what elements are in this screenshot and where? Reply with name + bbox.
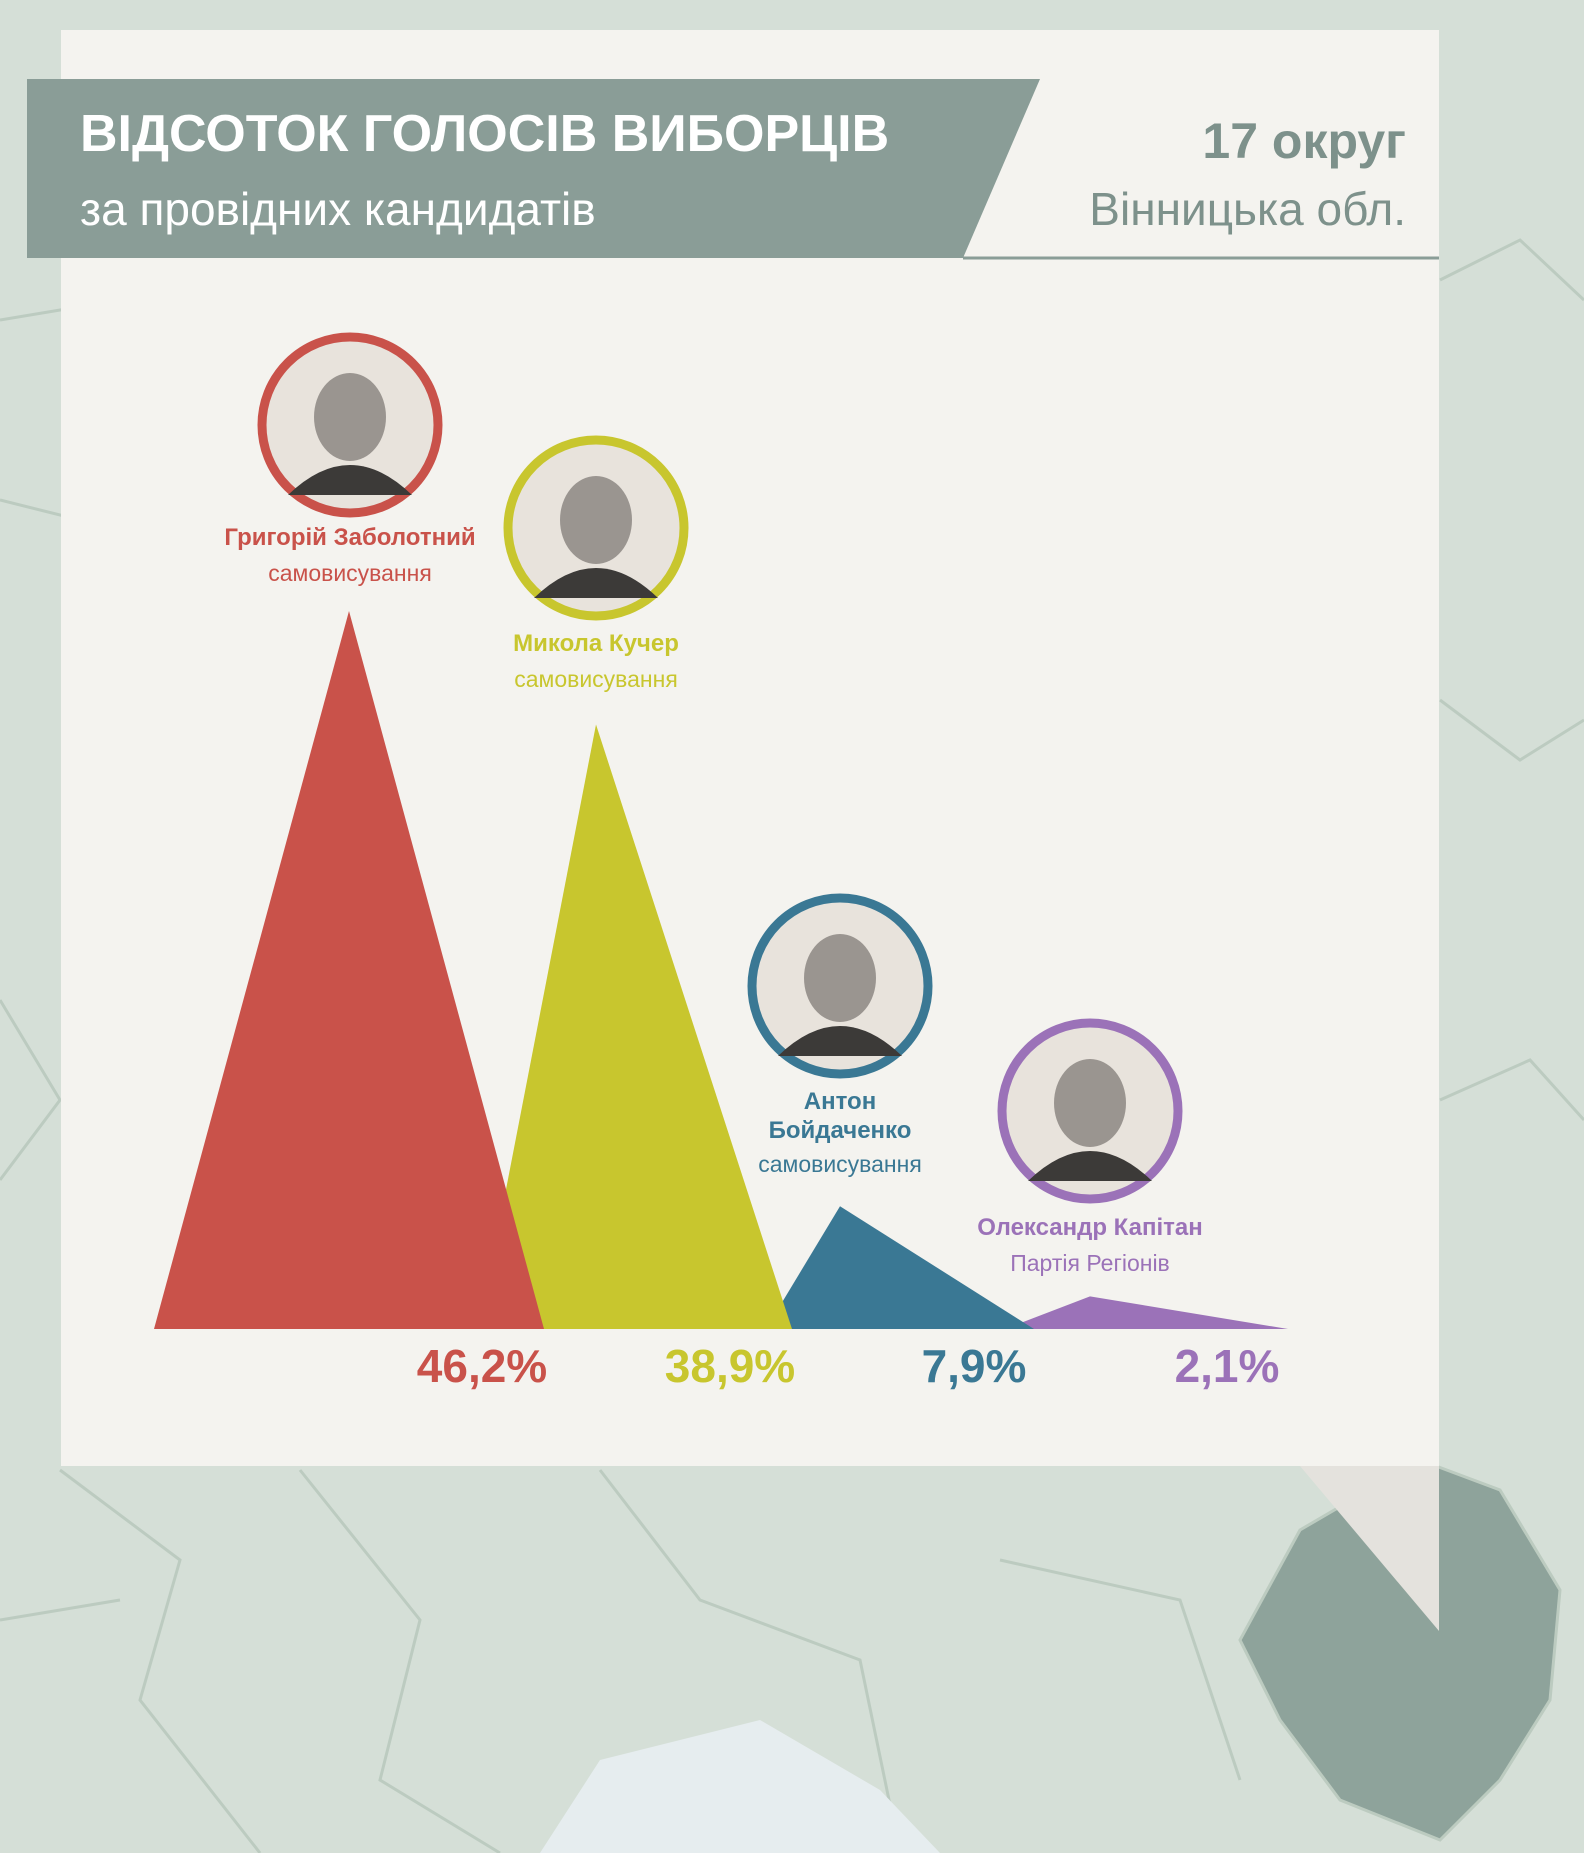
triangle — [479, 724, 792, 1329]
photo-body — [288, 465, 412, 495]
triangle — [1005, 1296, 1288, 1329]
triangle — [766, 1206, 1034, 1329]
photo-body — [534, 568, 658, 598]
photo-body — [1028, 1151, 1152, 1181]
value-label: 2,1% — [1175, 1340, 1280, 1392]
title: ВІДСОТОК ГОЛОСІВ ВИБОРЦІВ — [80, 105, 890, 163]
map-region — [1238, 1458, 1562, 1842]
candidate-name: Григорій Заболотний — [224, 524, 476, 551]
photo-head — [560, 476, 632, 564]
map-water — [540, 1720, 940, 1853]
photo-head — [1054, 1059, 1126, 1147]
title-banner — [27, 79, 1040, 258]
district: 17 округ — [1202, 113, 1406, 169]
photo-body — [778, 1026, 902, 1056]
candidate-name: Олександр Капітан — [977, 1214, 1203, 1241]
candidate-name: Микола Кучер — [513, 630, 679, 657]
value-label: 38,9% — [665, 1340, 795, 1392]
subtitle: за провідних кандидатів — [80, 183, 596, 235]
panel-fold — [1300, 1466, 1439, 1631]
triangle — [154, 611, 544, 1329]
photo-head — [314, 373, 386, 461]
region: Вінницька обл. — [1089, 183, 1406, 235]
candidate-party: Партія Регіонів — [1010, 1250, 1170, 1276]
value-label: 46,2% — [417, 1340, 547, 1392]
candidate-name: Антон Бойдаченко — [768, 1088, 912, 1144]
photo-head — [804, 934, 876, 1022]
candidate-party: самовисування — [514, 666, 678, 692]
value-label: 7,9% — [922, 1340, 1027, 1392]
candidate-party: самовисування — [758, 1151, 922, 1177]
candidate-party: самовисування — [268, 560, 432, 586]
map-borders — [0, 238, 1584, 1853]
